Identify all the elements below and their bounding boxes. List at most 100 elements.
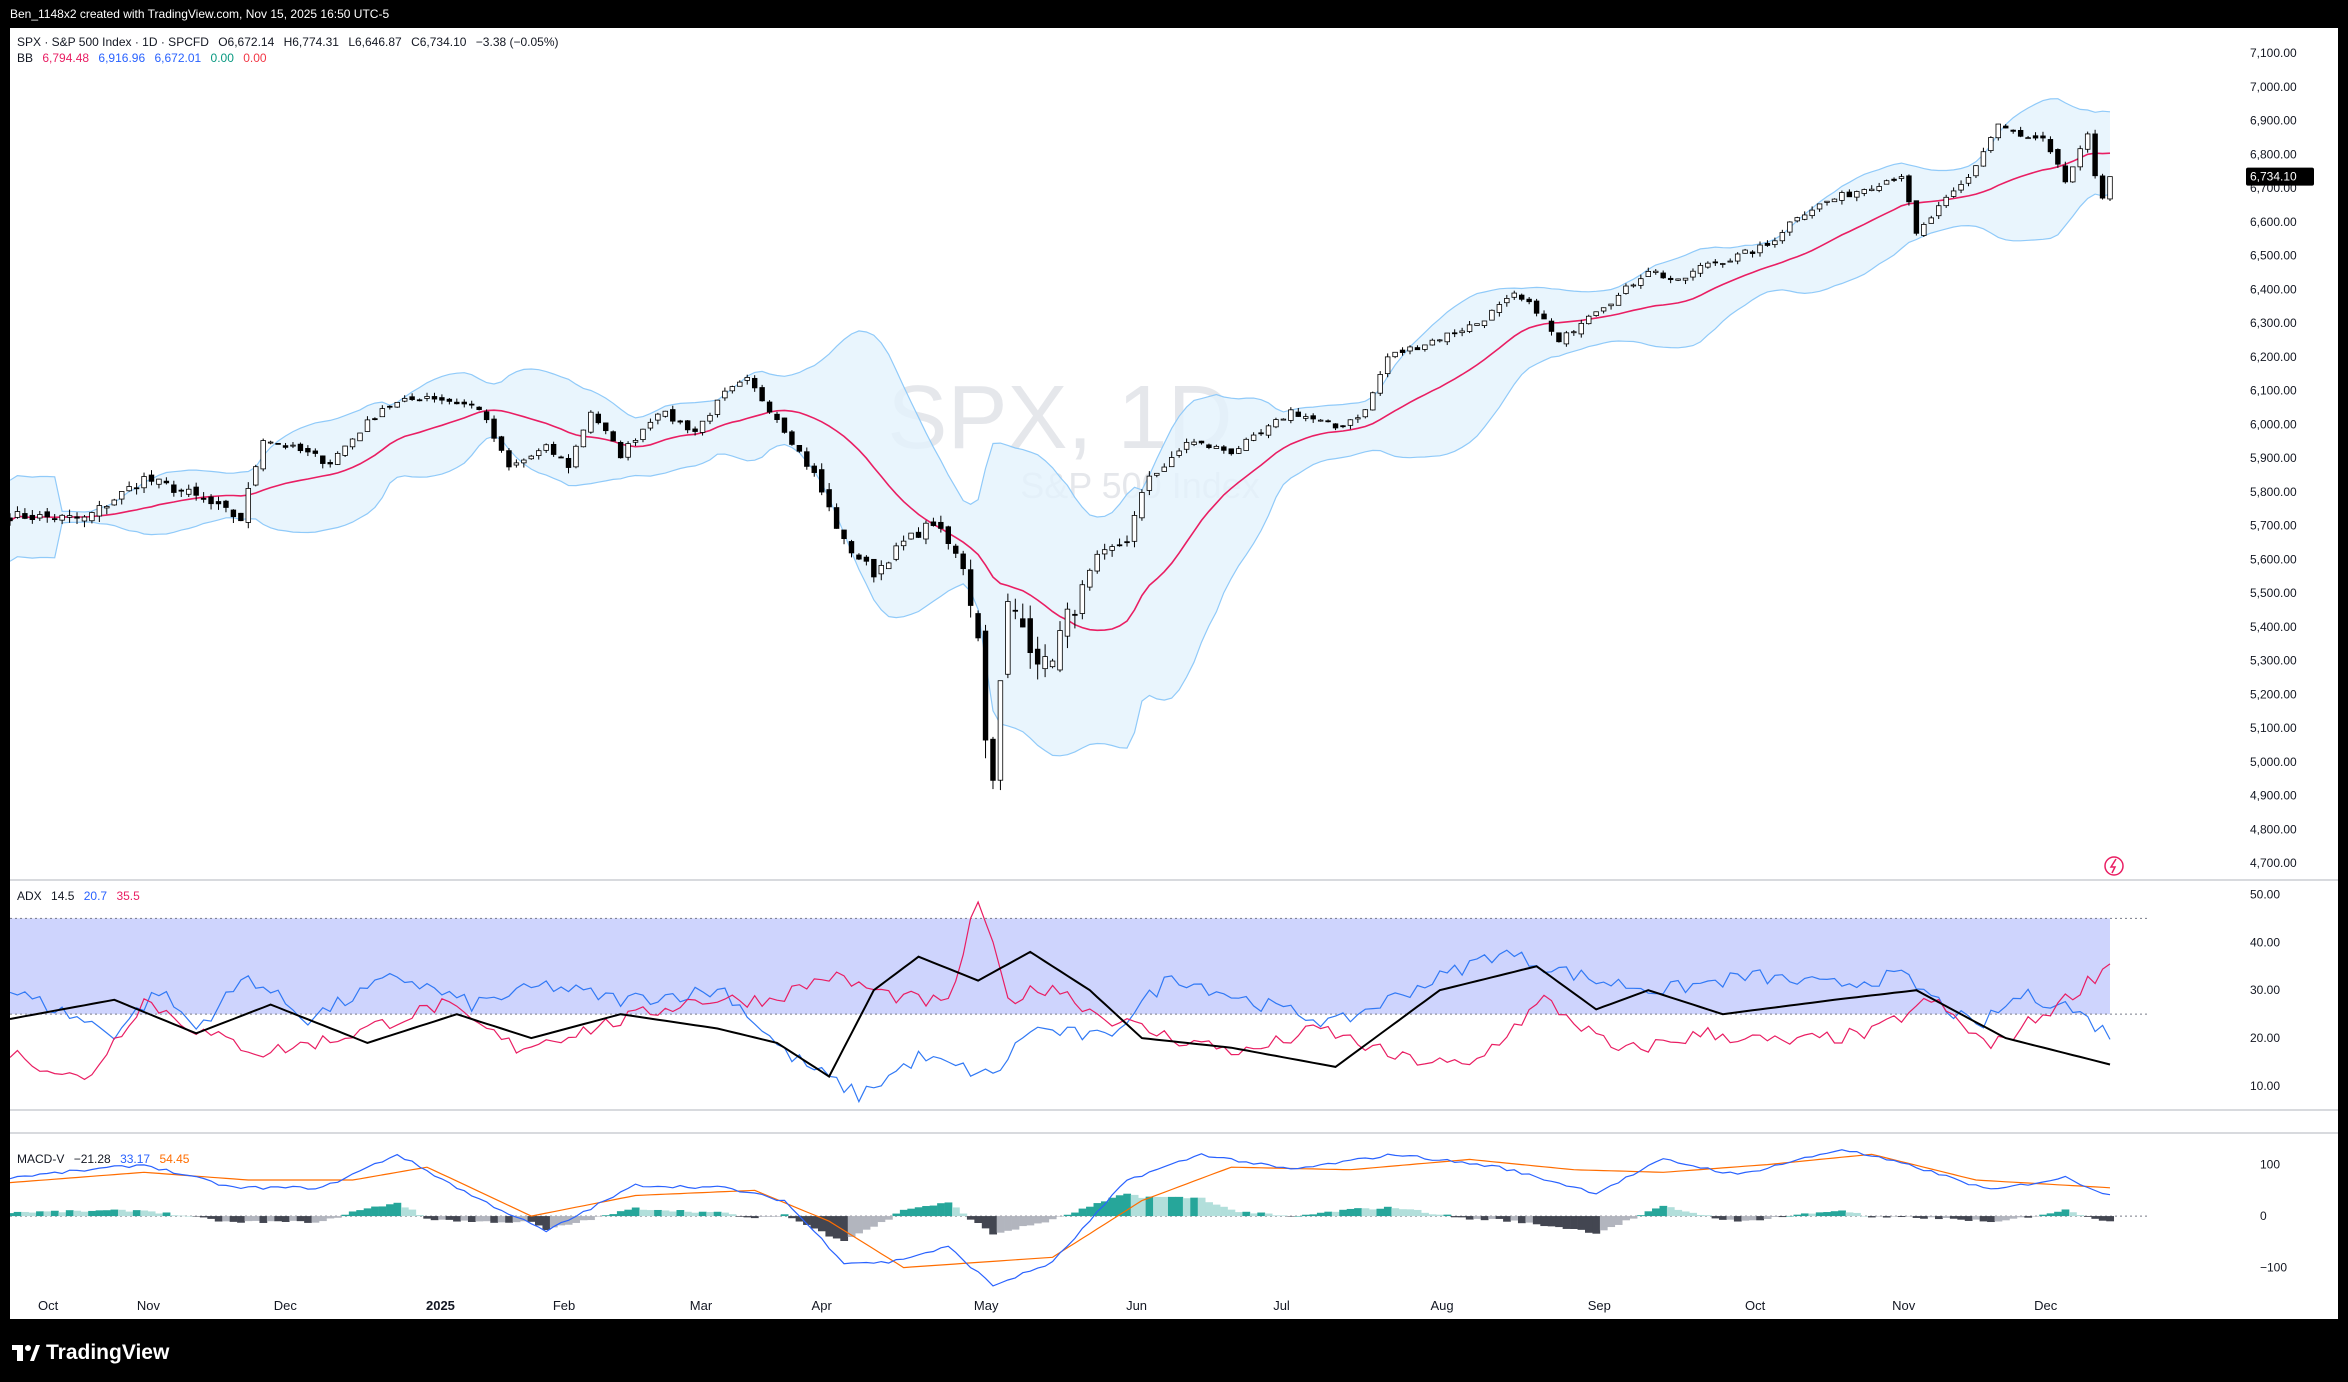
candle-body bbox=[1303, 416, 1309, 419]
macd-hist-bar bbox=[1838, 1210, 1846, 1217]
price-axis-label: 5,700.00 bbox=[2250, 519, 2297, 533]
candle-body bbox=[1168, 457, 1175, 468]
macd-hist-bar bbox=[907, 1208, 916, 1217]
macd-hist-bar bbox=[780, 1214, 789, 1217]
macd-hist-bar bbox=[1465, 1216, 1474, 1220]
macd-hist-value: 54.45 bbox=[159, 1152, 190, 1166]
candle bbox=[260, 438, 266, 472]
candle bbox=[1362, 409, 1369, 419]
candle bbox=[1742, 248, 1748, 254]
candle bbox=[632, 438, 639, 446]
candle-body bbox=[982, 630, 989, 741]
candle bbox=[759, 384, 765, 402]
candle bbox=[2084, 131, 2091, 153]
candle-body bbox=[1600, 307, 1607, 312]
macd-hist-bar bbox=[1629, 1216, 1638, 1219]
macd-line bbox=[10, 1149, 2111, 1287]
candle-body bbox=[439, 397, 445, 401]
candle bbox=[1213, 444, 1220, 449]
macd-hist-bar bbox=[1458, 1216, 1467, 1218]
time-axis-label: Feb bbox=[553, 1298, 575, 1313]
candle-body bbox=[953, 545, 959, 554]
candle-body bbox=[1720, 263, 1726, 265]
candle bbox=[446, 398, 453, 405]
macd-hist-bar bbox=[1860, 1216, 1869, 1217]
candle-body bbox=[1392, 351, 1398, 358]
candle-body bbox=[766, 401, 773, 413]
candle bbox=[1154, 472, 1160, 478]
candle-body bbox=[945, 526, 952, 544]
candle-body bbox=[1868, 188, 1875, 191]
candle-body bbox=[1243, 438, 1249, 451]
bb-legend[interactable]: BB 6,794.48 6,916.96 6,672.01 0.00 0.00 bbox=[17, 51, 273, 65]
price-axis-label: 6,100.00 bbox=[2250, 384, 2297, 398]
candle-body bbox=[1064, 608, 1071, 637]
candle bbox=[1950, 187, 1957, 198]
alert-bolt-icon[interactable] bbox=[2104, 856, 2124, 876]
macd-hist-bar bbox=[1741, 1216, 1750, 1221]
candle-body bbox=[737, 381, 743, 387]
candle bbox=[431, 392, 438, 403]
candle-body bbox=[871, 558, 877, 578]
candle-body bbox=[1377, 374, 1383, 394]
candle-body bbox=[2017, 129, 2024, 137]
candle bbox=[506, 448, 512, 471]
candle bbox=[871, 558, 877, 583]
tradingview-logo[interactable]: TradingView bbox=[12, 1341, 169, 1365]
macd-hist-bar bbox=[855, 1216, 863, 1234]
candle bbox=[1489, 309, 1495, 321]
candle-body bbox=[729, 386, 736, 392]
candle bbox=[282, 442, 289, 450]
candle bbox=[1600, 307, 1607, 314]
candle-body bbox=[1489, 309, 1495, 321]
macd-hist-bar bbox=[1264, 1213, 1273, 1217]
macd-hist-bar bbox=[319, 1216, 327, 1222]
candle bbox=[1228, 448, 1234, 456]
candle-body bbox=[1481, 320, 1488, 326]
candle bbox=[342, 445, 348, 457]
candle-body bbox=[2062, 165, 2069, 183]
candle-body bbox=[275, 442, 281, 445]
candle bbox=[1898, 173, 1905, 182]
candle bbox=[1720, 262, 1726, 268]
macd-hist-bar bbox=[147, 1211, 156, 1217]
candle-body bbox=[1638, 278, 1644, 286]
candle bbox=[856, 553, 862, 561]
chart-area[interactable]: SPX, 1D S&P 500 Index 7,100.00 7,000.00 6,90… bbox=[10, 28, 2338, 1319]
candle bbox=[2032, 132, 2039, 141]
candle-body bbox=[707, 414, 713, 422]
candle-body bbox=[1727, 260, 1733, 263]
macd-hist-bar bbox=[192, 1216, 201, 1217]
macd-hist-bar bbox=[981, 1216, 990, 1229]
candle bbox=[1131, 511, 1138, 548]
macd-hist-bar bbox=[1800, 1213, 1809, 1217]
candle-body bbox=[908, 532, 914, 540]
macd-hist-bar bbox=[676, 1210, 685, 1217]
macd-legend[interactable]: MACD-V −21.28 33.17 54.45 bbox=[17, 1152, 195, 1166]
bb-upper-value: 6,916.96 bbox=[98, 51, 146, 65]
macd-hist-bar bbox=[1354, 1208, 1362, 1217]
candle-body bbox=[1094, 553, 1100, 572]
macd-hist-bar bbox=[602, 1215, 610, 1217]
candle-body bbox=[1608, 303, 1614, 307]
macd-hist-bar bbox=[2106, 1216, 2115, 1222]
top-bar: Ben_1148x2 created with TradingView.com,… bbox=[0, 0, 2348, 28]
macd-hist-bar bbox=[2091, 1216, 2100, 1219]
candle bbox=[1444, 332, 1450, 346]
candle-body bbox=[1928, 217, 1934, 224]
candle-body bbox=[1809, 209, 1815, 217]
candle bbox=[74, 512, 80, 525]
candle-body bbox=[2040, 135, 2046, 139]
macd-hist-bar bbox=[1823, 1212, 1832, 1217]
chart-svg[interactable]: SPX, 1DS&P 500 Index7,100.007,000.006,90… bbox=[10, 28, 2338, 1319]
candle bbox=[1139, 489, 1145, 521]
candle bbox=[379, 405, 386, 418]
symbol-info[interactable]: SPX · S&P 500 Index · 1D · SPCFD bbox=[17, 35, 209, 49]
candle-body bbox=[1988, 137, 1994, 151]
candle-body bbox=[104, 506, 110, 509]
candle bbox=[1921, 222, 1927, 237]
macd-hist-bar bbox=[2016, 1216, 2025, 1218]
candle bbox=[1370, 391, 1376, 411]
adx-legend[interactable]: ADX 14.5 20.7 35.5 bbox=[17, 889, 146, 903]
candle bbox=[1928, 215, 1934, 224]
